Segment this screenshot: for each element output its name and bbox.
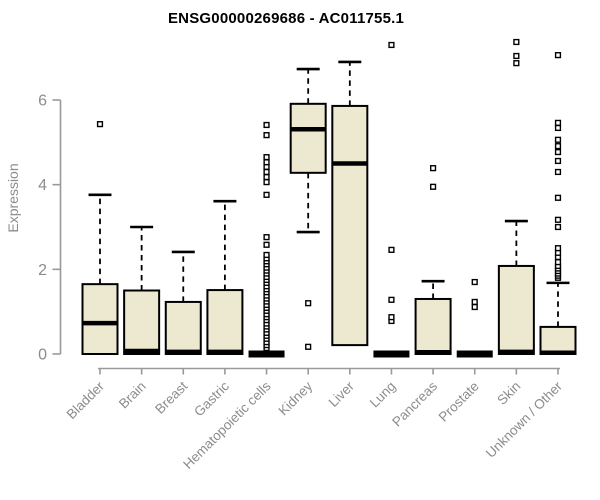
- outlier-point: [554, 194, 562, 201]
- box-group-lung: [373, 41, 410, 358]
- outlier-point: [263, 234, 270, 241]
- outlier-point: [388, 314, 395, 321]
- outlier-point: [471, 303, 478, 311]
- box-group-pancreas: [414, 165, 452, 356]
- outlier-point: [263, 173, 270, 181]
- outlier-point: [554, 136, 562, 143]
- outlier-point: [554, 223, 562, 231]
- outlier-point: [429, 183, 437, 190]
- x-tick-label-bladder: Bladder: [64, 378, 108, 422]
- outlier-point: [554, 119, 562, 126]
- outlier-point: [263, 159, 270, 166]
- x-tick-label-unknown-other: Unknown / Other: [483, 378, 566, 461]
- box-rect: [206, 289, 244, 356]
- outlier-point: [263, 168, 270, 176]
- box-rect: [123, 289, 161, 355]
- x-tick-label-kidney: Kidney: [276, 378, 316, 418]
- y-tick-label: 6: [38, 93, 47, 110]
- box-rect: [539, 325, 577, 356]
- y-tick-label: 0: [38, 347, 47, 364]
- y-tick-label: 4: [38, 177, 47, 194]
- box-group-liver: [331, 60, 369, 347]
- box-group-prostate: [456, 278, 493, 358]
- x-tick-label-liver: Liver: [326, 378, 358, 410]
- outlier-point: [554, 216, 562, 223]
- x-tick-label-brain: Brain: [116, 379, 149, 412]
- box-group-hematopoietic-cells: [248, 121, 285, 358]
- outlier-point: [471, 298, 478, 306]
- outlier-point: [263, 191, 270, 198]
- outlier-point: [554, 52, 562, 59]
- outlier-point: [554, 143, 562, 150]
- outlier-point: [554, 245, 562, 252]
- box-group-unknown-other: [539, 52, 577, 356]
- outlier-point: [263, 154, 270, 161]
- chart-title: ENSG00000269686 - AC011755.1: [167, 10, 405, 27]
- outlier-point: [388, 246, 395, 253]
- box-group-skin: [497, 38, 535, 355]
- flat-box: [456, 350, 493, 358]
- box-group-gastric: [206, 199, 244, 356]
- outlier-point: [471, 278, 478, 286]
- outlier-point: [513, 38, 520, 46]
- x-tick-label-breast: Breast: [152, 378, 190, 416]
- outlier-point: [263, 251, 270, 259]
- box-rect: [331, 104, 369, 347]
- outlier-point: [263, 179, 270, 186]
- box-rect: [81, 283, 119, 355]
- x-tick-label-skin: Skin: [494, 379, 523, 408]
- outlier-point: [305, 300, 312, 307]
- box-group-bladder: [81, 121, 119, 355]
- outlier-point: [263, 121, 270, 129]
- flat-box: [373, 350, 410, 358]
- x-tick-label-gastric: Gastric: [191, 378, 232, 419]
- outlier-point: [554, 157, 562, 165]
- outlier-point: [513, 52, 520, 60]
- box-rect: [414, 297, 452, 356]
- outlier-point: [96, 121, 104, 128]
- box-group-brain: [123, 225, 161, 355]
- outlier-point: [263, 241, 270, 248]
- box-group-breast: [164, 250, 202, 356]
- box-rect: [164, 300, 202, 356]
- x-tick-label-prostate: Prostate: [436, 379, 482, 425]
- outlier-point: [429, 165, 437, 172]
- outlier-point: [513, 60, 520, 67]
- outlier-point: [388, 296, 395, 303]
- box-rect: [497, 264, 535, 355]
- outlier-point: [554, 168, 562, 176]
- outlier-point: [554, 124, 562, 132]
- outlier-point: [388, 41, 395, 49]
- outlier-point: [554, 259, 562, 266]
- flat-box: [248, 350, 285, 358]
- box-rect: [289, 102, 327, 174]
- y-tick-label: 2: [38, 262, 47, 279]
- outlier-point: [263, 132, 270, 139]
- x-tick-label-lung: Lung: [367, 379, 399, 411]
- x-tick-label-pancreas: Pancreas: [389, 378, 440, 429]
- outlier-point: [305, 343, 312, 350]
- outlier-point: [554, 148, 562, 156]
- y-axis: 0 2 4 6: [38, 93, 62, 364]
- box-group-kidney: [289, 67, 327, 350]
